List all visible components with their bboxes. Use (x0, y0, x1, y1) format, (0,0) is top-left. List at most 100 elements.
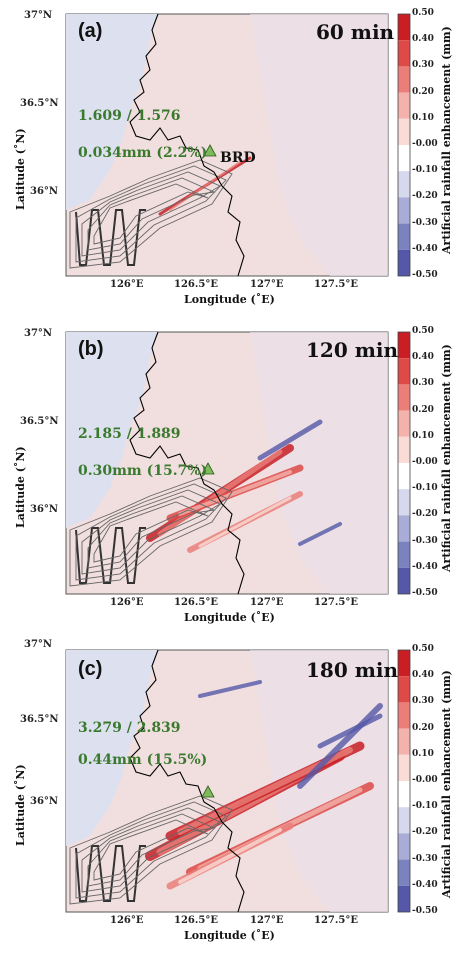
rain-streak (178, 828, 282, 884)
inland-tint (250, 14, 388, 276)
y-tick: 36.5°N (20, 714, 59, 725)
enhancement-label: 0.44mm (15.5%) (78, 752, 208, 768)
colorbar-tick: -0.50 (412, 588, 438, 598)
colorbar-tick: -0.40 (412, 561, 438, 572)
colorbar-tick: -0.20 (412, 509, 438, 520)
colorbar-cell (398, 859, 410, 886)
y-tick: 37°N (24, 639, 53, 650)
colorbar-cell (398, 436, 410, 463)
colorbar-cell (398, 171, 410, 198)
colorbar-frame (397, 649, 411, 913)
x-tick: 127.5°E (314, 279, 358, 290)
coastline (129, 331, 245, 595)
colorbar-cell (398, 145, 410, 172)
colorbar-tick: 0.30 (412, 60, 434, 71)
y-tick: 36°N (30, 504, 59, 515)
x-tick: 127°E (250, 915, 284, 926)
x-tick: 126°E (110, 915, 144, 926)
colorbar-tick: 0.50 (412, 644, 434, 654)
map-plot-area (65, 649, 389, 913)
contours (69, 795, 233, 905)
colorbar-tick: -0.00 (412, 139, 438, 149)
colorbar-cell (398, 40, 410, 67)
x-axis-label: Longitude (˚E) (184, 611, 275, 624)
brd-marker-c (201, 785, 215, 798)
colorbar-cell (398, 332, 410, 359)
contour-line (81, 807, 221, 893)
contour-line (87, 813, 216, 887)
sea-region (66, 332, 158, 528)
colorbar-tick: 0.20 (412, 722, 434, 733)
time-label: 120 min (306, 338, 399, 362)
rain-streaks (158, 156, 252, 216)
coastline (129, 649, 245, 913)
contour-line (87, 177, 216, 251)
colorbar-cell (398, 650, 410, 677)
y-tick: 36.5°N (20, 416, 59, 427)
seeding-track-line (75, 209, 146, 266)
contours (69, 159, 233, 269)
colorbar-cell (398, 92, 410, 119)
rain-streak-negative (317, 713, 383, 749)
colorbar-tick: 0.50 (412, 8, 434, 18)
colorbar-cell (398, 567, 410, 594)
rain-streak-negative (297, 703, 383, 789)
colorbar-tick: -0.10 (412, 483, 438, 494)
colorbar-label: Artificial rainfall enhancement (mm) (440, 26, 453, 254)
colorbar-tick: 0.40 (412, 670, 434, 681)
enhancement-label: 0.30mm (15.7%) (78, 463, 208, 479)
contour-line (87, 495, 216, 569)
panel-b: 37°N 36.5°N 36°N 126°E 126.5°E 127°E 127… (0, 318, 476, 636)
colorbar-tick: -0.30 (412, 853, 438, 864)
sea-region (66, 14, 158, 210)
x-tick: 127°E (250, 597, 284, 608)
time-label: 60 min (316, 20, 395, 44)
ratio-label: 1.609 / 1.576 (78, 108, 181, 124)
colorbar-tick: 0.10 (412, 112, 434, 123)
y-axis-label: Latitude (˚N) (14, 764, 27, 846)
x-tick: 127.5°E (314, 597, 358, 608)
panel-a: 37°N 36.5°N 36°N 126°E 126.5°E 127°E 127… (0, 0, 476, 318)
y-axis-label: Latitude (˚N) (14, 128, 27, 210)
rain-streak (157, 449, 283, 537)
panel-label: (c) (78, 658, 103, 680)
colorbar-c (397, 649, 411, 913)
panel-label: (b) (78, 338, 104, 360)
y-tick: 37°N (24, 10, 53, 21)
contour-line (93, 819, 209, 881)
colorbar-tick: 0.40 (412, 352, 434, 363)
contour-line (75, 165, 227, 263)
map-plot-area (65, 13, 389, 277)
colorbar-cell (398, 754, 410, 781)
colorbar-tick: -0.00 (412, 775, 438, 785)
rain-streak-negative (298, 522, 342, 546)
colorbar-cell (398, 885, 410, 912)
rain-streak (169, 161, 241, 211)
rain-streak-negative (198, 680, 262, 698)
y-axis-label: Latitude (˚N) (14, 446, 27, 528)
colorbar-cell (398, 410, 410, 437)
contour-line (93, 501, 209, 563)
colorbar-tick: -0.10 (412, 165, 438, 176)
colorbar-cell (398, 14, 410, 41)
colorbar-a (397, 13, 411, 277)
x-tick: 126.5°E (174, 279, 218, 290)
colorbar-frame (397, 13, 411, 277)
y-tick: 37°N (24, 328, 53, 339)
colorbar-tick: 0.40 (412, 34, 434, 45)
colorbar-tick: 0.10 (412, 748, 434, 759)
colorbar-cell (398, 118, 410, 145)
seeding-track-line (75, 845, 146, 902)
panel-c: 37°N 36.5°N 36°N 126°E 126.5°E 127°E 127… (0, 636, 476, 954)
contour-line (81, 171, 221, 257)
colorbar-tick: -0.20 (412, 191, 438, 202)
rain-streak-negative (257, 419, 323, 461)
colorbar-cell (398, 515, 410, 542)
colorbar-tick: -0.40 (412, 879, 438, 890)
colorbar-label: Artificial rainfall enhancement (mm) (440, 670, 453, 898)
colorbar-cell (398, 66, 410, 93)
colorbar-cell (398, 197, 410, 224)
sea-region (66, 650, 158, 846)
x-tick: 126°E (110, 279, 144, 290)
map-a (65, 13, 411, 277)
